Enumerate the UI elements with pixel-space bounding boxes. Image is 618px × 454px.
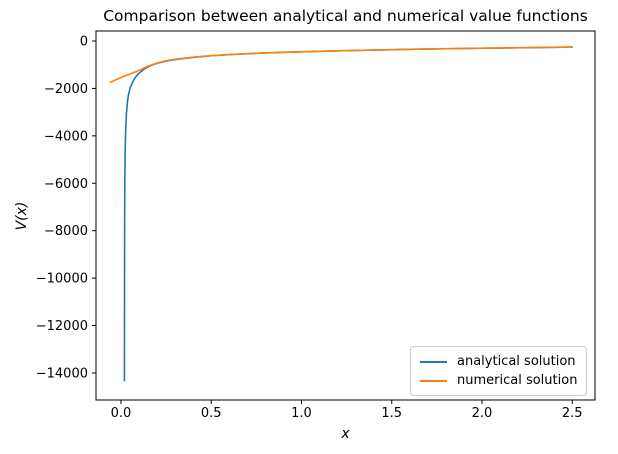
y-tick-label: −2000 bbox=[44, 82, 88, 97]
x-tick-label: 2.0 bbox=[472, 406, 493, 421]
x-axis-label: x bbox=[341, 426, 350, 442]
y-tick-label: −12000 bbox=[36, 319, 88, 334]
x-tick-label: 1.5 bbox=[381, 406, 402, 421]
y-tick-label: −6000 bbox=[44, 177, 88, 192]
axes-spines bbox=[95, 30, 596, 401]
x-tick-label: 0.0 bbox=[111, 406, 132, 421]
y-axis-label: V(x) bbox=[14, 201, 30, 231]
x-tick-label: 0.5 bbox=[201, 406, 222, 421]
analytical-solution-line bbox=[123, 46, 574, 382]
x-tick-label: 1.0 bbox=[291, 406, 312, 421]
x-tick-label: 2.5 bbox=[562, 406, 583, 421]
legend-box: analytical solution numerical solution bbox=[410, 346, 587, 396]
chart-title: Comparison between analytical and numeri… bbox=[103, 7, 588, 25]
y-tick-label: −4000 bbox=[44, 129, 88, 144]
legend-line-swatch bbox=[420, 379, 447, 382]
y-tick-label: 0 bbox=[80, 35, 88, 50]
legend-label: numerical solution bbox=[457, 373, 578, 388]
numerical-solution-line bbox=[109, 46, 574, 84]
legend-label: analytical solution bbox=[457, 354, 576, 369]
y-tick-label: −10000 bbox=[36, 272, 88, 287]
legend-entry-numerical-solution: numerical solution bbox=[420, 371, 578, 390]
legend-entry-analytical-solution: analytical solution bbox=[420, 352, 578, 371]
legend-line-swatch bbox=[420, 360, 447, 363]
y-tick-label: −14000 bbox=[36, 366, 88, 381]
y-tick-label: −8000 bbox=[44, 224, 88, 239]
